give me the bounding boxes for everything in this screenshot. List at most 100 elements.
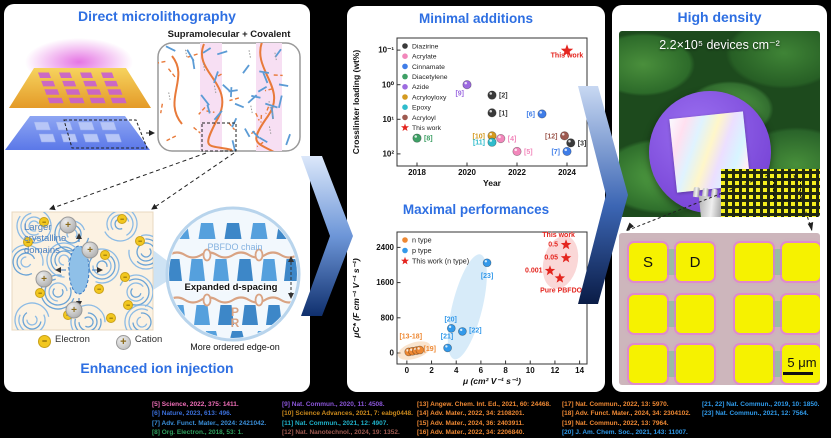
annotation: [19] (424, 346, 436, 353)
y-tick-label: 10⁰ (382, 80, 395, 89)
source-electrode: S (629, 243, 667, 281)
y-tick-label: 1600 (376, 278, 394, 287)
annotation: Pure PBFDO (540, 287, 583, 294)
annotation: [13-18] (399, 333, 422, 340)
substrate (5, 116, 150, 150)
cluster-highlight (542, 235, 579, 289)
reference-column: [17] Nat. Commun., 2022, 13: 5970. [18] A… (562, 400, 691, 437)
data-point (458, 327, 467, 336)
electron-icon (117, 214, 127, 224)
particle-legend: − Electron + Cation (38, 334, 238, 350)
annotation: This work (542, 232, 575, 239)
x-tick-label: 6 (479, 366, 484, 375)
legend-marker (402, 84, 408, 90)
svg-text:−: − (126, 302, 130, 309)
point-label: [11] (473, 140, 485, 147)
electron-icon (135, 236, 145, 246)
data-point (487, 90, 497, 100)
y-tick-label: 800 (381, 313, 395, 322)
data-point (537, 109, 547, 119)
svg-text:−: − (38, 290, 42, 297)
annotation: [23] (481, 273, 493, 280)
d-spacing-label: Expanded d-spacing (184, 282, 278, 293)
electrode-pad (782, 243, 820, 281)
svg-text:+: + (65, 220, 71, 231)
zoom-region-box (773, 179, 801, 201)
reference-column: [13] Angew. Chem. Int. Ed., 2021, 60: 24… (417, 400, 551, 437)
data-point (559, 131, 570, 141)
electron-icon (100, 250, 110, 260)
x-tick-label: 4 (454, 366, 459, 375)
electron-label: Electron (55, 334, 90, 345)
legend-marker (402, 73, 408, 80)
legend-label: Epoxy (412, 105, 431, 112)
annotation: 0.05 (544, 255, 558, 262)
electron-icon (23, 237, 33, 247)
scale-bar-label: 5 μm (787, 355, 817, 370)
electron-icon (120, 272, 130, 282)
x-tick-label: 12 (550, 366, 559, 375)
point-label: [8] (424, 136, 433, 143)
data-point (443, 343, 452, 353)
cation-icon (59, 216, 77, 234)
reference: [16] Adv. Mater., 2022, 34: 2206840. (417, 428, 525, 436)
chart1-title: Minimal additions (418, 11, 533, 26)
reference: [7] Adv. Funct. Mater., 2024: 2421042. (152, 419, 267, 427)
svg-text:+: + (41, 274, 47, 285)
point-label: [6] (526, 111, 535, 118)
electrode-pad (629, 345, 667, 383)
panel-left-subtitle: Enhanced ion injection (80, 360, 234, 376)
electron-icon (106, 313, 116, 323)
legend-label: p type (412, 246, 432, 255)
x-tick-label: 2022 (508, 168, 526, 177)
scale-bar (783, 372, 813, 375)
x-tick-label: 8 (503, 366, 508, 375)
point-label: [5] (524, 149, 533, 156)
point-label: [4] (508, 136, 517, 143)
data-point (487, 108, 497, 118)
svg-text:−: − (123, 274, 127, 281)
electron-icon (39, 217, 49, 227)
x-axis-label: Year (483, 178, 502, 188)
cation-icon (35, 270, 53, 288)
panel-right-title: High density (677, 9, 762, 25)
svg-text:−: − (42, 219, 46, 226)
r-letter: R (230, 316, 240, 330)
expanding-domain (68, 245, 90, 295)
legend-marker (402, 63, 408, 70)
chart2-title: Maximal performances (402, 202, 550, 217)
cation-icon: + (115, 335, 131, 350)
y-tick-label: 10² (382, 149, 394, 158)
electrode-pad (676, 345, 714, 383)
y-axis-label: Crosslinker loading (wt%) (351, 50, 361, 155)
legend-label: Azide (412, 84, 429, 91)
point-label: [3] (578, 140, 587, 147)
electron-icon: − (38, 335, 51, 348)
legend-label: Cinnamate (412, 64, 445, 71)
data-point (462, 80, 472, 90)
electrode-pad (735, 345, 773, 383)
svg-text:−: − (120, 216, 124, 223)
reference: [5] Science, 2022, 375: 1411. (152, 401, 239, 408)
x-tick-label: 2020 (458, 168, 476, 177)
legend-marker (401, 123, 409, 131)
reference: [6] Nature, 2023, 613: 496. (152, 410, 232, 418)
svg-text:+: + (87, 245, 93, 256)
annotation: This work (551, 53, 584, 60)
cation-label: Cation (134, 334, 163, 345)
svg-text:−: − (97, 286, 101, 293)
electron-icon (94, 284, 104, 294)
svg-text:−: − (138, 238, 142, 245)
legend-label: Acryloyloxy (412, 94, 447, 101)
pbfdo-chain (169, 251, 297, 259)
reference: [11] Nat. Commun., 2021, 12: 4907. (282, 419, 389, 427)
legend-marker (402, 43, 408, 49)
data-point-star (544, 265, 556, 276)
legend-label: This work (n type) (412, 256, 469, 265)
zoom-region-box (201, 122, 237, 152)
x-axis-label: μ (cm² V⁻¹ s⁻¹) (462, 376, 521, 386)
x-tick-label: 2024 (558, 168, 576, 177)
microlithography-illustration: −−−−−−−−−−−++++ (5, 38, 301, 342)
electron-icon (35, 288, 45, 298)
